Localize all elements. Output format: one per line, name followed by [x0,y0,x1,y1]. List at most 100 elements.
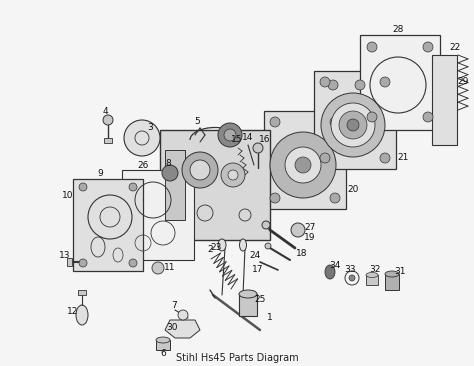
Circle shape [330,117,340,127]
Ellipse shape [218,239,226,251]
Circle shape [253,143,263,153]
Text: 5: 5 [194,117,200,127]
Bar [264,111,346,209]
Text: 3: 3 [147,123,153,132]
Circle shape [321,93,385,157]
Text: 22: 22 [449,44,461,52]
Bar [156,340,170,350]
Circle shape [380,77,390,87]
Text: 24: 24 [249,250,261,259]
Bar [160,130,270,240]
Circle shape [265,243,271,249]
Circle shape [262,221,270,229]
Bar [122,170,194,260]
Circle shape [367,112,377,122]
Circle shape [295,157,311,173]
Circle shape [380,153,390,163]
Text: 19: 19 [304,234,316,243]
Circle shape [339,111,367,139]
Text: 6: 6 [160,348,166,358]
Circle shape [129,259,137,267]
Circle shape [328,80,338,90]
Text: 4: 4 [102,108,108,116]
Circle shape [355,80,365,90]
Circle shape [228,170,238,180]
Text: 1: 1 [267,314,273,322]
Text: 33: 33 [344,265,356,274]
Bar [385,274,399,290]
Circle shape [423,42,433,52]
Bar [432,55,457,145]
Circle shape [270,193,280,203]
Text: 26: 26 [137,161,149,169]
Circle shape [152,262,164,274]
Bar [73,179,143,271]
Circle shape [182,152,218,188]
Circle shape [224,129,236,141]
Text: 29: 29 [457,78,469,86]
Circle shape [129,183,137,191]
Ellipse shape [239,239,246,251]
Text: 2: 2 [207,246,213,254]
Ellipse shape [366,273,378,277]
Circle shape [190,160,210,180]
Circle shape [367,42,377,52]
Bar [165,150,185,220]
Circle shape [221,163,245,187]
Circle shape [178,310,188,320]
Text: 20: 20 [347,186,359,194]
Circle shape [79,183,87,191]
Circle shape [79,259,87,267]
Circle shape [285,147,321,183]
Circle shape [330,193,340,203]
Text: 15: 15 [231,135,243,145]
Text: 9: 9 [97,168,103,178]
Bar [314,71,396,169]
Ellipse shape [239,290,257,298]
Text: 23: 23 [210,243,222,253]
Ellipse shape [156,337,170,343]
Text: 28: 28 [392,26,404,34]
Circle shape [162,165,178,181]
Circle shape [291,223,305,237]
Circle shape [320,153,330,163]
Text: 16: 16 [259,135,271,145]
Bar [78,290,86,295]
Text: 18: 18 [296,249,308,258]
Text: 17: 17 [252,265,264,274]
Circle shape [270,132,336,198]
Text: 31: 31 [394,268,406,276]
Text: 14: 14 [242,134,254,142]
Bar [104,138,112,142]
Text: 12: 12 [67,307,79,317]
Ellipse shape [385,271,399,277]
Text: 11: 11 [164,264,176,273]
Text: 32: 32 [369,265,381,274]
Circle shape [331,103,375,147]
Polygon shape [165,320,200,338]
Circle shape [347,119,359,131]
Circle shape [320,77,330,87]
Bar [366,275,378,285]
Text: 27: 27 [304,224,316,232]
Circle shape [270,117,280,127]
Text: 7: 7 [171,300,177,310]
Text: 25: 25 [255,295,266,305]
Text: 13: 13 [59,250,71,259]
Text: Stihl Hs45 Parts Diagram: Stihl Hs45 Parts Diagram [176,353,298,363]
Circle shape [124,120,160,156]
Text: 8: 8 [165,158,171,168]
Ellipse shape [76,305,88,325]
Circle shape [349,275,355,281]
Circle shape [423,112,433,122]
Text: 30: 30 [166,324,178,332]
Text: 34: 34 [329,261,341,269]
Text: 10: 10 [62,190,74,199]
Bar [239,294,257,316]
Circle shape [103,115,113,125]
Ellipse shape [325,265,335,279]
Circle shape [218,123,242,147]
Bar [67,258,73,266]
Bar [360,34,440,130]
Text: 21: 21 [397,153,409,163]
